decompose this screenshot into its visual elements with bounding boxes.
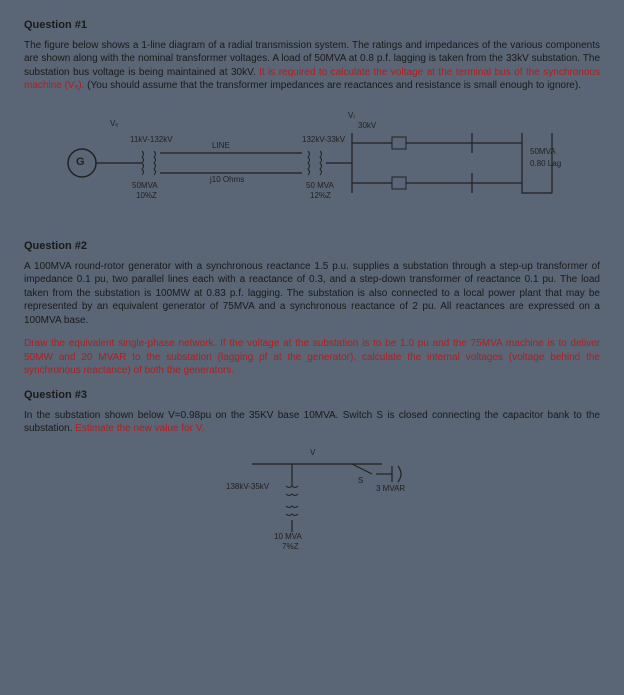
lbl-vr: Vᵣ: [348, 111, 355, 122]
lbl-g: G: [76, 155, 85, 170]
q3-title: Question #3: [24, 388, 600, 403]
lbl-30kv: 30kV: [358, 121, 376, 132]
lbl-t1: 11kV-132kV: [130, 135, 173, 146]
lbl-cap: 3 MVAR: [376, 484, 405, 495]
lbl-loadpf: 0.80 Lag: [530, 159, 561, 170]
lbl-t2z: 12%Z: [310, 191, 331, 202]
lbl-t1z: 10%Z: [136, 191, 157, 202]
q3-red: Estimate the new value for V.: [75, 423, 204, 434]
lbl-v: V: [310, 448, 315, 459]
q1-text-b: (You should assume that the transformer …: [84, 80, 581, 91]
q1-title: Question #1: [24, 18, 600, 33]
q1-diagram: G Vₑ 11kV-132kV LINE j10 Ohms 50MVA 10%Z…: [52, 103, 572, 223]
q2-red: Draw the equivalent single-phase network…: [24, 337, 600, 378]
lbl-t: 138kV-35kV: [226, 482, 269, 493]
q3-paragraph: In the substation shown below V=0.98pu o…: [24, 409, 600, 436]
lbl-s: S: [358, 476, 363, 487]
lbl-z: 7%Z: [282, 542, 298, 553]
lbl-vs: Vₑ: [110, 119, 118, 130]
q1-paragraph: The figure below shows a 1-line diagram …: [24, 39, 600, 93]
q2-title: Question #2: [24, 239, 600, 254]
lbl-j10: j10 Ohms: [210, 175, 244, 186]
lbl-loadmva: 50MVA: [530, 147, 556, 158]
q3-svg: [182, 446, 442, 556]
lbl-line: LINE: [212, 141, 230, 152]
q2-paragraph: A 100MVA round-rotor generator with a sy…: [24, 260, 600, 328]
lbl-t2: 132kV-33kV: [302, 135, 345, 146]
q3-diagram: V 138kV-35kV S 3 MVAR 10 MVA 7%Z: [182, 446, 442, 556]
q1-svg: [52, 103, 572, 223]
